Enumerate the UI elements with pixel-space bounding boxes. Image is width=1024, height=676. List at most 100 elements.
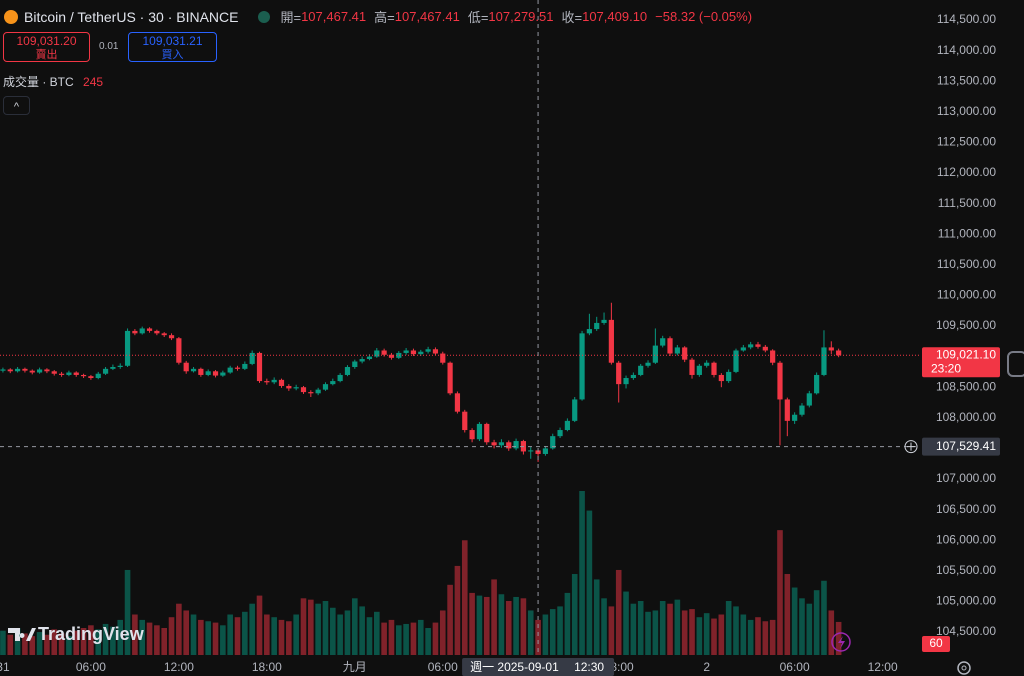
volume-bar: [454, 565, 461, 655]
candle-body: [674, 347, 680, 354]
volume-bar: [58, 633, 65, 655]
candle-body: [528, 450, 534, 452]
candle-body: [322, 384, 329, 390]
candle-body: [286, 385, 292, 389]
candle-body: [403, 350, 409, 353]
candle-body: [645, 362, 651, 366]
volume-bar: [256, 595, 263, 655]
volume-bar: [66, 636, 72, 655]
candle-body: [748, 344, 754, 348]
candle-body: [168, 335, 175, 339]
side-handle[interactable]: [1007, 351, 1024, 377]
candle-body: [630, 374, 636, 379]
y-tick-label: 111,500.00: [938, 196, 997, 210]
volume-bar: [183, 610, 189, 655]
volume-bar: [132, 614, 138, 655]
candle-body: [572, 399, 578, 421]
volume-badge-box: [922, 636, 950, 652]
crosshair-time-box: [462, 658, 615, 676]
spread: 0.01: [99, 41, 119, 52]
buy-button[interactable]: 109,031.21 買入: [128, 32, 217, 62]
ohlc-value: 107,467.41: [394, 9, 460, 24]
countdown: 23:20: [931, 361, 961, 375]
settings-dot: [961, 665, 967, 671]
volume-bar: [740, 614, 747, 655]
volume-bar: [747, 619, 754, 655]
candle-body: [330, 381, 336, 385]
candle-body: [513, 441, 519, 449]
crosshair-time: 12:30: [574, 660, 604, 674]
candle-body: [183, 362, 189, 372]
buy-price: 109,031.21: [142, 34, 203, 48]
candle-body: [535, 450, 541, 454]
candle-body: [51, 371, 57, 374]
candle-body: [440, 353, 446, 363]
candle-body: [337, 374, 343, 382]
logo: TradingView: [6, 624, 144, 645]
symbol[interactable]: Bitcoin / TetherUS · 30 · BINANCE: [24, 8, 239, 25]
x-tick-label: 06:00: [780, 660, 810, 674]
volume-bar: [703, 613, 710, 655]
candle-body: [770, 350, 776, 363]
volume-bar: [439, 610, 446, 655]
candle-body: [344, 367, 351, 375]
candle-body: [557, 430, 563, 437]
candle-body: [396, 352, 402, 358]
volume-bar: [777, 530, 783, 655]
volume-bar: [366, 617, 373, 655]
x-tick-label: 12:00: [868, 660, 898, 674]
candle-body: [73, 372, 79, 375]
volume-bar: [806, 603, 813, 655]
candle-body: [88, 376, 94, 379]
candle-body: [814, 374, 820, 394]
change: −58.32 (−0.05%): [655, 9, 753, 24]
crosshair-price-box: [922, 437, 1000, 456]
candle-body: [652, 345, 658, 363]
candle-body: [14, 368, 21, 372]
y-tick-label: 107,000.00: [936, 471, 996, 485]
collapse-button[interactable]: ^: [3, 96, 30, 115]
x-tick-label: 18:00: [252, 660, 282, 674]
volume-bar: [51, 629, 58, 655]
settings-icon: [957, 661, 971, 675]
volume-bar: [403, 623, 409, 655]
candle-body: [359, 359, 365, 362]
candle-body: [212, 371, 219, 376]
candle-body: [132, 330, 138, 334]
volume-bar: [571, 574, 578, 655]
y-tick-label: 114,500.00: [937, 12, 996, 26]
volume-bar: [110, 626, 116, 655]
coin-icon: [4, 9, 18, 24]
volume-legend-value: 245: [83, 75, 104, 89]
candle-body: [762, 346, 768, 351]
volume-bar: [176, 603, 182, 655]
candle-body: [740, 347, 746, 351]
volume-bar: [198, 619, 204, 655]
volume-bar: [395, 625, 402, 655]
volume-bar: [14, 628, 21, 655]
volume-bar: [344, 610, 351, 655]
candle-body: [44, 369, 50, 372]
ohlc-value: 107,409.10: [582, 9, 648, 24]
candle-body: [777, 362, 783, 400]
candle-body: [410, 350, 417, 355]
ohlc-label: 收=: [561, 10, 583, 25]
candle-body: [418, 351, 424, 355]
candle-body: [432, 349, 439, 354]
candle-body: [704, 362, 710, 366]
candle-body: [256, 352, 263, 382]
volume-bar: [527, 610, 534, 655]
candle-body: [447, 362, 453, 394]
volume-bar: [483, 596, 490, 655]
sell-button[interactable]: 109,031.20 賣出: [3, 32, 90, 62]
x-tick-label: 九月: [343, 660, 367, 674]
y-tick-label: 112,500.00: [937, 135, 996, 149]
lightning-icon[interactable]: [831, 632, 851, 652]
volume-bar: [322, 601, 329, 655]
candle-body: [601, 319, 607, 323]
volume-bar: [725, 601, 732, 655]
candle-body: [506, 442, 512, 449]
candle-body: [271, 379, 277, 383]
candle-body: [366, 356, 373, 360]
